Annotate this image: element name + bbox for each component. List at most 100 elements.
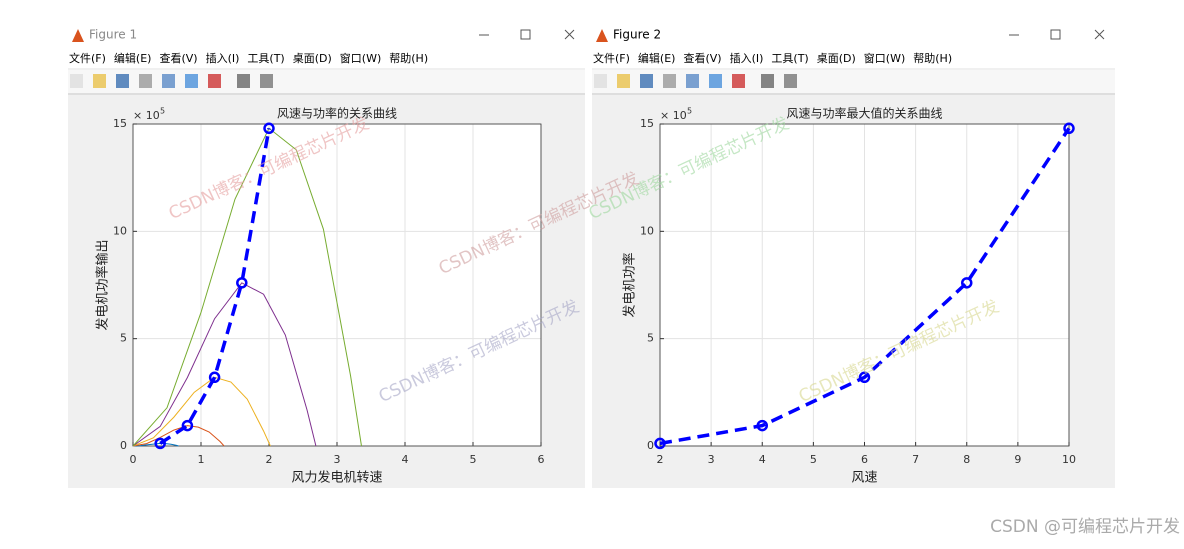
- x-tick-label: 8: [963, 453, 970, 466]
- data-point: [263, 122, 275, 135]
- toolbar-button[interactable]: [116, 74, 129, 88]
- axes-box: [659, 123, 1070, 447]
- menu-item[interactable]: 查看(V): [159, 51, 197, 65]
- data-point: [236, 277, 248, 289]
- menu-item[interactable]: 桌面(D): [817, 52, 856, 65]
- x-tick-label: 6: [861, 453, 868, 466]
- menu-item[interactable]: 编辑(E): [114, 51, 152, 65]
- data-point: [858, 371, 871, 384]
- series-line: [133, 127, 362, 447]
- x-tick-label: 4: [759, 453, 766, 466]
- x-tick-label: 3: [708, 453, 715, 466]
- toolbar-button[interactable]: [237, 74, 250, 88]
- maximize-button[interactable]: [1050, 29, 1061, 40]
- x-tick-label: 0: [130, 453, 137, 466]
- data-point: [181, 419, 194, 432]
- menu-item[interactable]: 工具(T): [247, 52, 284, 65]
- window-title: Figure 2: [613, 28, 661, 42]
- menu-item[interactable]: 帮助(H): [389, 51, 428, 65]
- y-tick-label: 0: [120, 439, 127, 452]
- close-button[interactable]: [564, 29, 575, 40]
- menu-item[interactable]: 插入(I): [730, 51, 764, 65]
- toolbar-button[interactable]: [162, 74, 175, 88]
- chart-title: 风速与功率最大值的关系曲线: [786, 106, 942, 121]
- footer-watermark: CSDN @可编程芯片开发: [990, 517, 1180, 537]
- y-exponent-base: × 10: [660, 109, 687, 122]
- y-tick-label: 0: [647, 439, 654, 452]
- menu-item[interactable]: 编辑(E): [638, 51, 676, 65]
- toolbar-button[interactable]: [185, 74, 198, 88]
- x-tick-label: 4: [402, 453, 409, 466]
- y-tick-label: 15: [113, 117, 127, 130]
- x-tick-label: 5: [810, 453, 817, 466]
- series-line: [133, 425, 225, 447]
- y-tick-label: 10: [640, 224, 654, 237]
- x-tick-label: 5: [470, 453, 477, 466]
- menu-item[interactable]: 桌面(D): [293, 52, 332, 65]
- toolbar-button[interactable]: [784, 74, 797, 88]
- menu-item[interactable]: 帮助(H): [913, 51, 952, 65]
- menu-bar: [592, 48, 1115, 68]
- menu-bar: [68, 48, 585, 68]
- y-exponent: 5: [160, 107, 165, 116]
- x-tick-label: 7: [912, 453, 919, 466]
- toolbar-button[interactable]: [93, 74, 106, 88]
- toolbar-button[interactable]: [70, 74, 83, 88]
- data-point: [154, 437, 166, 450]
- series-line: [660, 127, 1071, 446]
- x-tick-label: 9: [1014, 453, 1021, 466]
- toolbar-button[interactable]: [640, 74, 653, 88]
- close-button[interactable]: [1094, 29, 1105, 40]
- toolbar-button[interactable]: [617, 74, 630, 88]
- toolbar-button[interactable]: [260, 74, 273, 88]
- app-icon: [72, 29, 84, 42]
- chart-title: 风速与功率的关系曲线: [277, 106, 397, 121]
- x-tick-label: 6: [538, 453, 545, 466]
- title-bar: [68, 22, 585, 48]
- y-exponent-base: × 10: [133, 109, 160, 122]
- menu-item[interactable]: 插入(I): [206, 51, 240, 65]
- toolbar: [592, 70, 1115, 93]
- toolbar-button[interactable]: [663, 74, 676, 88]
- y-exponent: 5: [687, 107, 692, 116]
- menu-item[interactable]: 工具(T): [771, 52, 808, 65]
- y-tick-label: 5: [120, 332, 127, 345]
- data-point: [1063, 122, 1075, 135]
- window: Figure 2 文件(F) 编辑(E) 查看(V) 插入(I) 工具(T) 桌面(D) 窗口…: [592, 22, 1115, 488]
- x-tick-label: 2: [266, 453, 273, 466]
- toolbar-button[interactable]: [594, 74, 607, 88]
- toolbar-button[interactable]: [139, 74, 152, 88]
- x-axis-label: 风力发电机转速: [291, 470, 382, 486]
- data-point: [208, 371, 221, 384]
- x-tick-label: 10: [1062, 453, 1076, 466]
- menu-item[interactable]: 窗口(W): [340, 51, 381, 65]
- x-tick-label: 1: [198, 453, 205, 466]
- toolbar-button[interactable]: [686, 74, 699, 88]
- data-point: [961, 277, 973, 289]
- y-axis-label: 发电机功率: [622, 252, 638, 317]
- y-tick-label: 5: [647, 332, 654, 345]
- title-bar: [592, 22, 1115, 48]
- window-title: Figure 1: [89, 28, 137, 42]
- data-point: [654, 437, 666, 450]
- x-axis-label: 风速: [851, 471, 877, 486]
- y-tick-label: 10: [113, 224, 127, 237]
- y-tick-label: 15: [640, 117, 654, 130]
- window: Figure 1 文件(F) 编辑(E) 查看(V) 插入(I) 工具(T) 桌面(D) 窗口…: [68, 22, 585, 488]
- toolbar-button[interactable]: [709, 74, 722, 88]
- menu-item[interactable]: 文件(F): [69, 51, 106, 65]
- toolbar-button[interactable]: [761, 74, 774, 88]
- series-line: [159, 127, 271, 445]
- toolbar-button[interactable]: [208, 74, 221, 88]
- menu-item[interactable]: 查看(V): [683, 51, 721, 65]
- app-icon: [596, 29, 608, 42]
- maximize-button[interactable]: [520, 29, 531, 40]
- menu-item[interactable]: 文件(F): [593, 51, 630, 65]
- toolbar-button[interactable]: [732, 74, 745, 88]
- x-tick-label: 3: [334, 453, 341, 466]
- menu-item[interactable]: 窗口(W): [864, 51, 905, 65]
- data-point: [756, 419, 768, 432]
- x-tick-label: 2: [657, 453, 664, 466]
- axes-box: [132, 123, 542, 447]
